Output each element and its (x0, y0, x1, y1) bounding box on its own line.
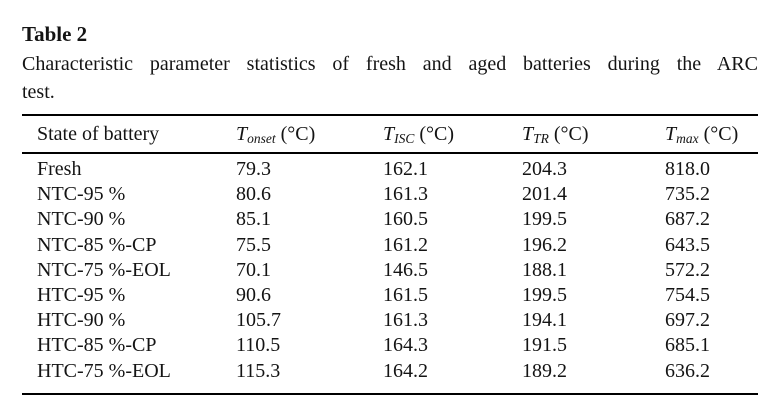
value-cell: 697.2 (665, 309, 710, 332)
value-cell: 196.2 (522, 233, 567, 256)
table-row: NTC-90 % 85.1 160.5 199.5 687.2 (22, 207, 758, 232)
value-cell: 164.2 (383, 359, 428, 382)
table-row: HTC-90 % 105.7 161.3 194.1 697.2 (22, 308, 758, 333)
value-cell: 189.2 (522, 359, 567, 382)
t-isc-symbol: T (383, 123, 395, 145)
t-onset-subscript: onset (247, 131, 276, 146)
state-cell: HTC-90 % (37, 309, 126, 332)
value-cell: 161.3 (383, 183, 428, 206)
header-t-max: Tmax (°C) (665, 115, 758, 154)
table-row: HTC-95 % 90.6 161.5 199.5 754.5 (22, 283, 758, 308)
header-row: State of battery Tonset (°C) TISC (°C) TTR… (22, 115, 758, 154)
header-state-of-battery: State of battery (22, 115, 236, 154)
table-caption-line2: test. (22, 81, 55, 103)
table-caption: Characteristic parameter statistics of f… (22, 50, 758, 106)
table-header: State of battery Tonset (°C) TISC (°C) TTR… (22, 115, 758, 154)
state-cell: HTC-85 %-CP (37, 334, 157, 357)
value-cell: 146.5 (383, 258, 428, 281)
value-cell: 194.1 (522, 309, 567, 332)
table-row: NTC-95 % 80.6 161.3 201.4 735.2 (22, 182, 758, 207)
value-cell: 70.1 (236, 258, 271, 281)
table-label: Table 2 (22, 22, 88, 46)
t-max-symbol: T (665, 123, 677, 145)
header-t-isc: TISC (°C) (383, 115, 522, 154)
t-onset-unit: (°C) (280, 123, 316, 145)
value-cell: 162.1 (383, 158, 428, 180)
value-cell: 115.3 (236, 359, 281, 382)
t-max-subscript: max (676, 131, 699, 146)
state-cell: HTC-75 %-EOL (37, 359, 171, 382)
header-t-tr: TTR (°C) (522, 115, 665, 154)
value-cell: 110.5 (236, 334, 281, 357)
value-cell: 164.3 (383, 334, 428, 357)
value-cell: 643.5 (665, 233, 710, 256)
table-caption-line1: Characteristic parameter statistics of f… (22, 53, 758, 75)
table-row: NTC-75 %-EOL 70.1 146.5 188.1 572.2 (22, 258, 758, 283)
t-tr-symbol: T (522, 123, 534, 145)
value-cell: 105.7 (236, 309, 281, 332)
value-cell: 161.5 (383, 284, 428, 307)
value-cell: 79.3 (236, 158, 271, 180)
value-cell: 85.1 (236, 208, 271, 231)
state-cell: NTC-75 %-EOL (37, 258, 171, 281)
value-cell: 754.5 (665, 284, 710, 307)
t-tr-subscript: TR (533, 131, 549, 146)
header-t-onset: Tonset (°C) (236, 115, 383, 154)
value-cell: 818.0 (665, 158, 710, 180)
value-cell: 687.2 (665, 208, 710, 231)
t-isc-subscript: ISC (394, 131, 415, 146)
value-cell: 636.2 (665, 359, 710, 382)
table-row: NTC-85 %-CP 75.5 161.2 196.2 643.5 (22, 233, 758, 258)
value-cell: 735.2 (665, 183, 710, 206)
state-cell: NTC-90 % (37, 208, 126, 231)
t-tr-unit: (°C) (553, 123, 589, 145)
value-cell: 572.2 (665, 258, 710, 281)
value-cell: 90.6 (236, 284, 271, 307)
value-cell: 204.3 (522, 158, 567, 180)
table-row: HTC-75 %-EOL 115.3 164.2 189.2 636.2 (22, 359, 758, 394)
parameter-table: State of battery Tonset (°C) TISC (°C) TTR… (22, 114, 758, 395)
table-row: HTC-85 %-CP 110.5 164.3 191.5 685.1 (22, 333, 758, 358)
state-cell: HTC-95 % (37, 284, 126, 307)
t-isc-unit: (°C) (419, 123, 455, 145)
value-cell: 199.5 (522, 284, 567, 307)
state-cell: NTC-85 %-CP (37, 233, 157, 256)
value-cell: 161.2 (383, 233, 428, 256)
value-cell: 199.5 (522, 208, 567, 231)
table-row: Fresh 79.3 162.1 204.3 818.0 (22, 153, 758, 182)
t-onset-symbol: T (236, 123, 248, 145)
value-cell: 191.5 (522, 334, 567, 357)
state-cell: Fresh (37, 158, 82, 180)
value-cell: 685.1 (665, 334, 710, 357)
value-cell: 75.5 (236, 233, 271, 256)
value-cell: 188.1 (522, 258, 567, 281)
t-max-unit: (°C) (703, 123, 739, 145)
state-cell: NTC-95 % (37, 183, 126, 206)
paper-table-section: Table 2 Characteristic parameter statist… (22, 22, 758, 395)
table-body: Fresh 79.3 162.1 204.3 818.0 NTC-95 % 80.6 161.… (22, 153, 758, 394)
value-cell: 80.6 (236, 183, 271, 206)
value-cell: 161.3 (383, 309, 428, 332)
value-cell: 160.5 (383, 208, 428, 231)
value-cell: 201.4 (522, 183, 567, 206)
